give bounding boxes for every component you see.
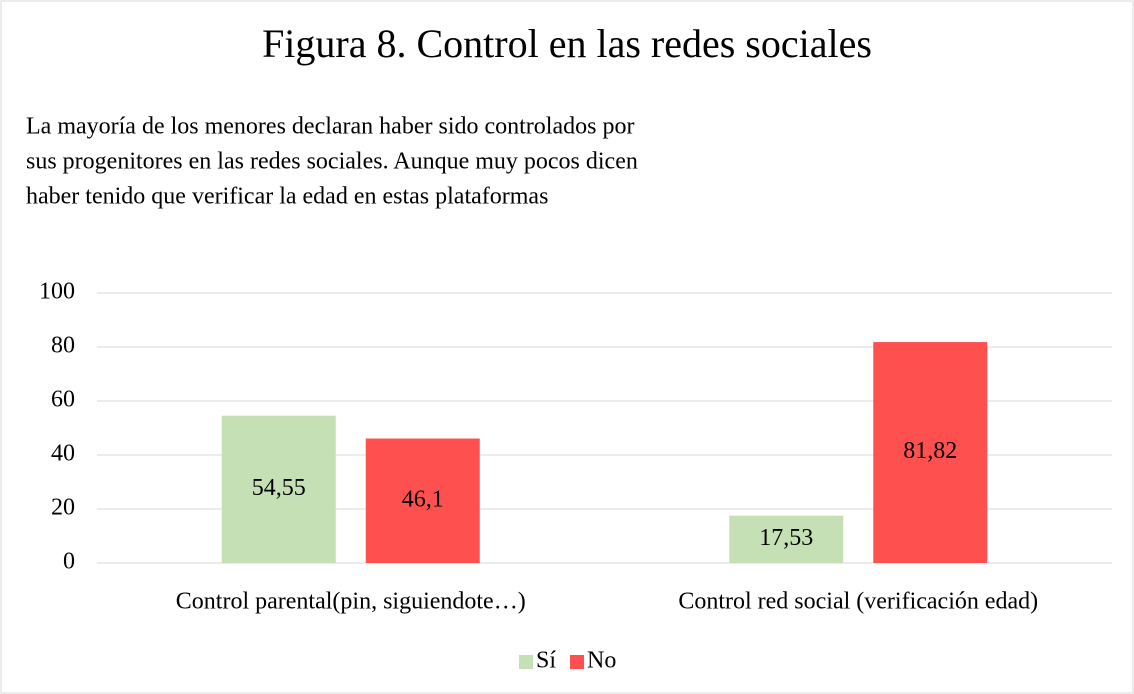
data-label: 81,82 (903, 438, 957, 464)
subtitle-line: La mayoría de los menores declaran haber… (26, 114, 634, 140)
legend-swatch (519, 655, 533, 669)
bar (365, 438, 480, 563)
y-tick-label: 80 (51, 333, 75, 359)
bar (221, 415, 336, 563)
chart-title: Figura 8. Control en las redes sociales (262, 21, 872, 66)
data-label: 17,53 (759, 525, 813, 551)
x-tick-label: Control red social (verificación edad) (678, 589, 1038, 615)
y-tick-label: 60 (51, 387, 75, 413)
subtitle-line: haber tenido que verificar la edad en es… (26, 184, 548, 210)
y-tick-label: 20 (51, 495, 75, 521)
x-tick-label: Control parental(pin, siguiendote…) (176, 589, 526, 615)
subtitle-line: sus progenitores en las redes sociales. … (26, 149, 638, 175)
y-tick-label: 100 (39, 279, 75, 305)
y-tick-label: 40 (51, 441, 75, 467)
data-label: 46,1 (402, 486, 444, 512)
legend-swatch (570, 655, 585, 669)
data-label: 54,55 (252, 475, 306, 501)
bar (729, 515, 844, 563)
bar (873, 342, 988, 563)
y-tick-label: 0 (63, 549, 75, 575)
legend-label: Sí (536, 648, 556, 674)
legend-label: No (587, 648, 616, 674)
